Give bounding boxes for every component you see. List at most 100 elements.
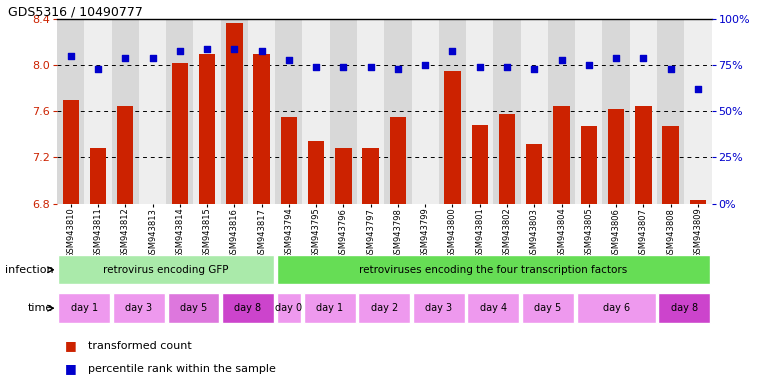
Bar bbox=[222, 293, 274, 323]
Text: infection: infection bbox=[5, 265, 53, 275]
Bar bbox=[499, 114, 515, 204]
Bar bbox=[466, 19, 493, 204]
Bar bbox=[444, 71, 460, 204]
Point bbox=[228, 46, 240, 52]
Bar bbox=[90, 148, 106, 204]
Point bbox=[201, 46, 213, 52]
Bar bbox=[253, 54, 269, 204]
Bar bbox=[472, 125, 488, 204]
Bar bbox=[304, 293, 355, 323]
Bar bbox=[390, 117, 406, 204]
Bar bbox=[635, 106, 651, 204]
Bar bbox=[577, 293, 656, 323]
Bar bbox=[439, 19, 466, 204]
Point bbox=[119, 55, 132, 61]
Bar bbox=[281, 117, 297, 204]
Text: day 0: day 0 bbox=[275, 303, 302, 313]
Text: day 3: day 3 bbox=[425, 303, 452, 313]
Bar bbox=[303, 19, 330, 204]
Bar bbox=[662, 126, 679, 204]
Point bbox=[556, 57, 568, 63]
Bar bbox=[193, 19, 221, 204]
Point bbox=[174, 48, 186, 54]
Bar bbox=[112, 19, 139, 204]
Bar bbox=[493, 19, 521, 204]
Bar bbox=[330, 19, 357, 204]
Point bbox=[92, 66, 104, 72]
Point bbox=[283, 57, 295, 63]
Bar bbox=[384, 19, 412, 204]
Point bbox=[392, 66, 404, 72]
Text: percentile rank within the sample: percentile rank within the sample bbox=[88, 364, 275, 374]
Bar bbox=[658, 293, 710, 323]
Bar bbox=[657, 19, 684, 204]
Text: day 5: day 5 bbox=[534, 303, 562, 313]
Bar bbox=[248, 19, 275, 204]
Bar bbox=[335, 148, 352, 204]
Text: retroviruses encoding the four transcription factors: retroviruses encoding the four transcrip… bbox=[359, 265, 628, 275]
Point bbox=[146, 55, 158, 61]
Text: GDS5316 / 10490777: GDS5316 / 10490777 bbox=[8, 5, 142, 18]
Bar bbox=[276, 255, 710, 285]
Point bbox=[637, 55, 649, 61]
Bar bbox=[684, 19, 712, 204]
Point bbox=[664, 66, 677, 72]
Bar bbox=[630, 19, 657, 204]
Text: day 4: day 4 bbox=[480, 303, 507, 313]
Text: day 6: day 6 bbox=[603, 303, 629, 313]
Text: day 2: day 2 bbox=[371, 303, 398, 313]
Text: day 3: day 3 bbox=[126, 303, 152, 313]
Bar bbox=[522, 293, 574, 323]
Text: day 1: day 1 bbox=[317, 303, 343, 313]
Bar bbox=[226, 23, 243, 204]
Bar bbox=[166, 19, 193, 204]
Bar bbox=[172, 63, 188, 204]
Bar bbox=[275, 19, 303, 204]
Bar bbox=[521, 19, 548, 204]
Bar bbox=[548, 19, 575, 204]
Text: day 8: day 8 bbox=[670, 303, 698, 313]
Bar bbox=[84, 19, 112, 204]
Bar bbox=[467, 293, 519, 323]
Text: ■: ■ bbox=[65, 362, 76, 375]
Point bbox=[337, 64, 349, 70]
Bar bbox=[113, 293, 165, 323]
Bar bbox=[358, 293, 410, 323]
Text: day 5: day 5 bbox=[180, 303, 207, 313]
Text: transformed count: transformed count bbox=[88, 341, 191, 351]
Point bbox=[583, 62, 595, 68]
Point bbox=[610, 55, 622, 61]
Bar bbox=[167, 293, 219, 323]
Bar bbox=[689, 200, 706, 204]
Point bbox=[501, 64, 513, 70]
Bar bbox=[362, 148, 379, 204]
Bar bbox=[526, 144, 543, 204]
Bar bbox=[603, 19, 630, 204]
Bar bbox=[553, 106, 570, 204]
Text: day 1: day 1 bbox=[71, 303, 98, 313]
Bar bbox=[308, 141, 324, 204]
Point bbox=[419, 62, 431, 68]
Bar bbox=[117, 106, 133, 204]
Point bbox=[365, 64, 377, 70]
Point bbox=[256, 48, 268, 54]
Bar bbox=[199, 54, 215, 204]
Bar bbox=[357, 19, 384, 204]
Point bbox=[310, 64, 322, 70]
Bar bbox=[412, 19, 439, 204]
Bar bbox=[276, 293, 301, 323]
Point bbox=[528, 66, 540, 72]
Bar bbox=[59, 255, 274, 285]
Bar bbox=[608, 109, 624, 204]
Bar bbox=[221, 19, 248, 204]
Bar bbox=[139, 19, 166, 204]
Bar bbox=[581, 126, 597, 204]
Point bbox=[692, 86, 704, 92]
Bar bbox=[59, 293, 110, 323]
Text: ■: ■ bbox=[65, 339, 76, 352]
Point bbox=[65, 53, 77, 59]
Point bbox=[447, 48, 459, 54]
Text: day 8: day 8 bbox=[234, 303, 262, 313]
Text: time: time bbox=[28, 303, 53, 313]
Bar bbox=[575, 19, 603, 204]
